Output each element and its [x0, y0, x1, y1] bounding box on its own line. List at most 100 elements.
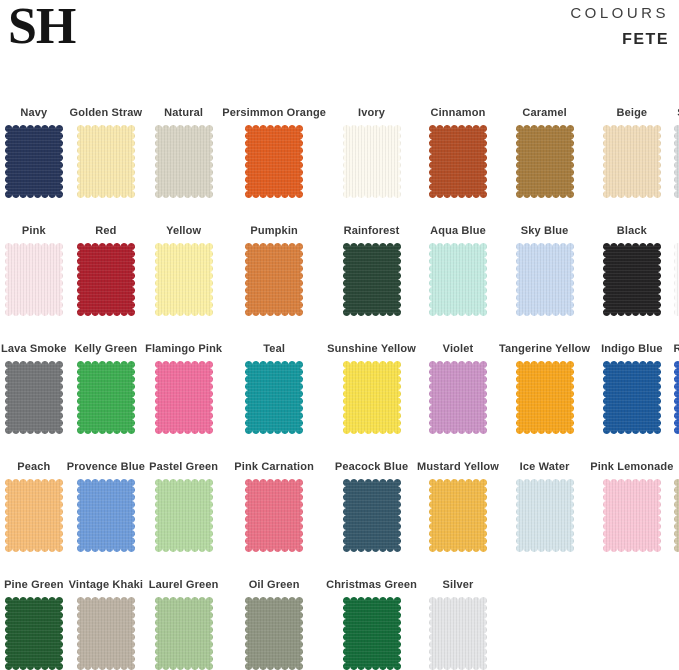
swatch-color-sample-royal-blue	[674, 361, 679, 434]
swatch-pink-carnation: Pink Carnation	[222, 461, 326, 552]
swatch-color-sample-vintage-khaki	[77, 597, 135, 670]
swatch-label: Pastel Green	[149, 461, 219, 473]
swatch-label: Christmas Green	[326, 579, 417, 591]
swatch-navy: Navy	[1, 107, 67, 198]
swatch-flamingo-pink: Flamingo Pink	[145, 343, 222, 434]
swatch-color-sample-red	[77, 243, 135, 316]
swatch-teal: Teal	[222, 343, 326, 434]
swatch-silver: Silver	[417, 579, 499, 670]
swatch-caramel: Caramel	[499, 107, 590, 198]
swatch-ice-water: Ice Water	[499, 461, 590, 552]
swatch-color-sample-provence-blue	[77, 479, 135, 552]
swatch-color-sample-caramel	[516, 125, 574, 198]
swatch-birch: Birch	[673, 461, 679, 552]
swatch-persimmon-orange: Persimmon Orange	[222, 107, 326, 198]
swatch-label: Aqua Blue	[430, 225, 486, 237]
swatch-lava-smoke: Lava Smoke	[1, 343, 67, 434]
swatch-color-sample-navy	[5, 125, 63, 198]
swatch-peach: Peach	[1, 461, 67, 552]
swatch-natural: Natural	[145, 107, 222, 198]
swatch-color-sample-black	[603, 243, 661, 316]
swatch-color-sample-ivory	[343, 125, 401, 198]
swatch-indigo-blue: Indigo Blue	[590, 343, 673, 434]
swatch-color-sample-birch	[674, 479, 679, 552]
swatch-yellow: Yellow	[145, 225, 222, 316]
swatch-label: Provence Blue	[66, 461, 146, 473]
swatch-color-sample-white	[674, 243, 679, 316]
swatch-label: Oil Green	[248, 579, 300, 591]
swatch-color-sample-ice-water	[516, 479, 574, 552]
swatch-label: Persimmon Orange	[222, 107, 327, 119]
swatch-label: Sunshine Yellow	[327, 343, 416, 355]
swatch-color-sample-flamingo-pink	[155, 361, 213, 434]
swatch-label: Red	[95, 225, 117, 237]
swatch-sky-blue: Sky Blue	[499, 225, 590, 316]
swatch-color-sample-rainforest	[343, 243, 401, 316]
swatch-label: Tangerine Yellow	[498, 343, 591, 355]
swatch-label: Navy	[20, 107, 48, 119]
swatch-color-sample-indigo-blue	[603, 361, 661, 434]
swatch-pink-lemonade: Pink Lemonade	[590, 461, 673, 552]
swatch-label: Beige	[616, 107, 648, 119]
swatch-golden-straw: Golden Straw	[67, 107, 145, 198]
swatch-pastel-green: Pastel Green	[145, 461, 222, 552]
swatch-label: Pine Green	[4, 579, 64, 591]
swatch-label: Cinnamon	[430, 107, 486, 119]
collection-header: COLOURS FETE	[570, 2, 669, 49]
swatch-color-sample-christmas-green	[343, 597, 401, 670]
swatch-color-sample-golden-straw	[77, 125, 135, 198]
swatch-color-sample-pumpkin	[245, 243, 303, 316]
swatch-pink: Pink	[1, 225, 67, 316]
swatch-label: Soft Grey	[677, 107, 679, 120]
swatch-label: Vintage Khaki	[68, 579, 144, 591]
swatch-soft-grey: Soft Grey	[673, 107, 679, 198]
swatch-label: Mustard Yellow	[417, 461, 499, 473]
swatch-label: Yellow	[166, 225, 202, 237]
swatch-label: Kelly Green	[74, 343, 138, 355]
swatch-label: Golden Straw	[69, 107, 143, 119]
swatch-grid: Navy Golden Straw Natural Persimmon Oran…	[0, 107, 679, 670]
swatch-beige: Beige	[590, 107, 673, 198]
swatch-vintage-khaki: Vintage Khaki	[67, 579, 145, 670]
swatch-color-sample-pine-green	[5, 597, 63, 670]
swatch-label: Teal	[263, 343, 286, 355]
swatch-color-sample-aqua-blue	[429, 243, 487, 316]
swatch-color-sample-cinnamon	[429, 125, 487, 198]
swatch-label: Pumpkin	[250, 225, 298, 237]
collection-name: FETE	[622, 31, 669, 48]
swatch-color-sample-yellow	[155, 243, 213, 316]
swatch-color-sample-soft-grey	[674, 125, 679, 198]
swatch-color-sample-pink-carnation	[245, 479, 303, 552]
swatch-color-sample-beige	[603, 125, 661, 198]
swatch-royal-blue: Royal Blue	[673, 343, 679, 434]
swatch-label: Lava Smoke	[1, 343, 67, 355]
swatch-color-sample-violet	[429, 361, 487, 434]
swatch-label: Pink	[21, 225, 46, 237]
swatch-label: Rainforest	[343, 225, 400, 237]
swatch-color-sample-tangerine-yellow	[516, 361, 574, 434]
swatch-color-sample-pastel-green	[155, 479, 213, 552]
swatch-oil-green: Oil Green	[222, 579, 326, 670]
swatch-color-sample-sky-blue	[516, 243, 574, 316]
swatch-color-sample-kelly-green	[77, 361, 135, 434]
swatch-color-sample-silver	[429, 597, 487, 670]
swatch-red: Red	[67, 225, 145, 316]
swatch-label: Indigo Blue	[601, 343, 663, 355]
swatch-black: Black	[590, 225, 673, 316]
swatch-provence-blue: Provence Blue	[67, 461, 145, 552]
swatch-color-sample-oil-green	[245, 597, 303, 670]
swatch-pine-green: Pine Green	[1, 579, 67, 670]
swatch-color-sample-mustard-yellow	[429, 479, 487, 552]
swatch-color-sample-peacock-blue	[343, 479, 401, 552]
swatch-label: Sky Blue	[520, 225, 569, 237]
swatch-ivory: Ivory	[326, 107, 417, 198]
swatch-label: Peach	[17, 461, 51, 473]
swatch-peacock-blue: Peacock Blue	[326, 461, 417, 552]
swatch-sunshine-yellow: Sunshine Yellow	[326, 343, 417, 434]
swatch-color-sample-pink	[5, 243, 63, 316]
swatch-laurel-green: Laurel Green	[145, 579, 222, 670]
swatch-white: White	[673, 225, 679, 316]
swatch-label: Peacock Blue	[334, 461, 409, 473]
swatch-christmas-green: Christmas Green	[326, 579, 417, 670]
swatch-label: Natural	[164, 107, 204, 119]
